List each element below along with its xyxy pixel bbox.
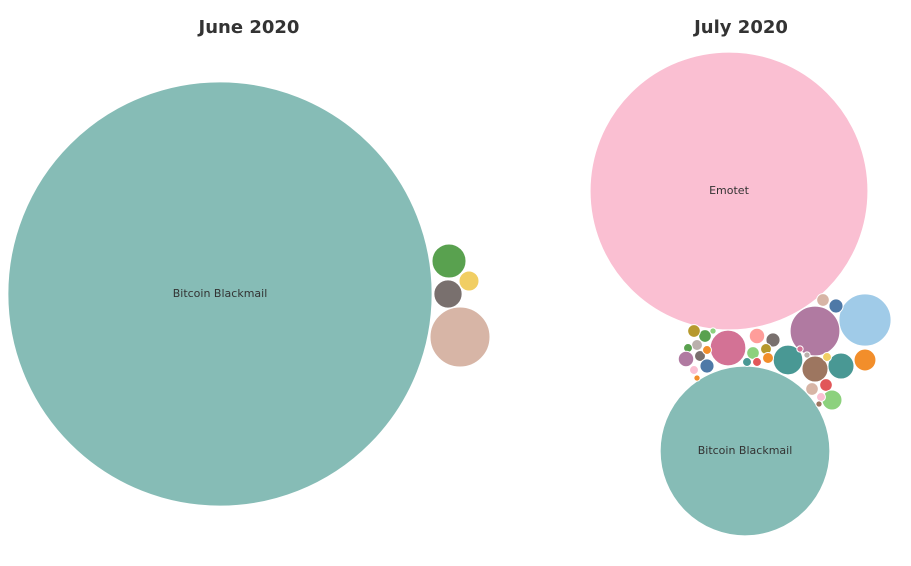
bubble	[693, 374, 701, 382]
bubble	[803, 351, 811, 359]
bubble	[853, 348, 877, 372]
bubble	[689, 365, 699, 375]
bubble	[677, 350, 695, 368]
bubble	[698, 329, 712, 343]
chart-title: July 2020	[692, 17, 788, 38]
bubble	[702, 345, 712, 355]
bubble	[709, 327, 717, 335]
bubble	[822, 352, 832, 362]
bubble	[752, 357, 762, 367]
bubble	[838, 293, 892, 347]
bubble	[796, 345, 804, 353]
bubble	[691, 339, 703, 351]
bubble	[694, 350, 706, 362]
bubble	[762, 352, 774, 364]
bubble	[821, 389, 843, 411]
bubble-label: Bitcoin Blackmail	[698, 444, 793, 457]
bubble	[765, 332, 781, 348]
bubble	[748, 327, 766, 345]
bubble	[458, 270, 480, 292]
bubble	[816, 392, 826, 402]
bubble	[816, 293, 830, 307]
bubble	[801, 355, 829, 383]
bubble	[819, 378, 833, 392]
bubble	[709, 329, 747, 367]
bubble	[815, 400, 823, 408]
bubble	[828, 298, 844, 314]
bubble	[429, 306, 491, 368]
bubble	[433, 279, 463, 309]
bubble	[742, 357, 752, 367]
bubble-label: Bitcoin Blackmail	[173, 287, 268, 300]
bubble	[431, 243, 467, 279]
chart-title: June 2020	[197, 17, 300, 38]
bubble-label: Emotet	[709, 184, 749, 197]
bubble	[699, 358, 715, 374]
bubble	[687, 324, 701, 338]
bubble	[805, 382, 819, 396]
bubble	[7, 81, 433, 507]
